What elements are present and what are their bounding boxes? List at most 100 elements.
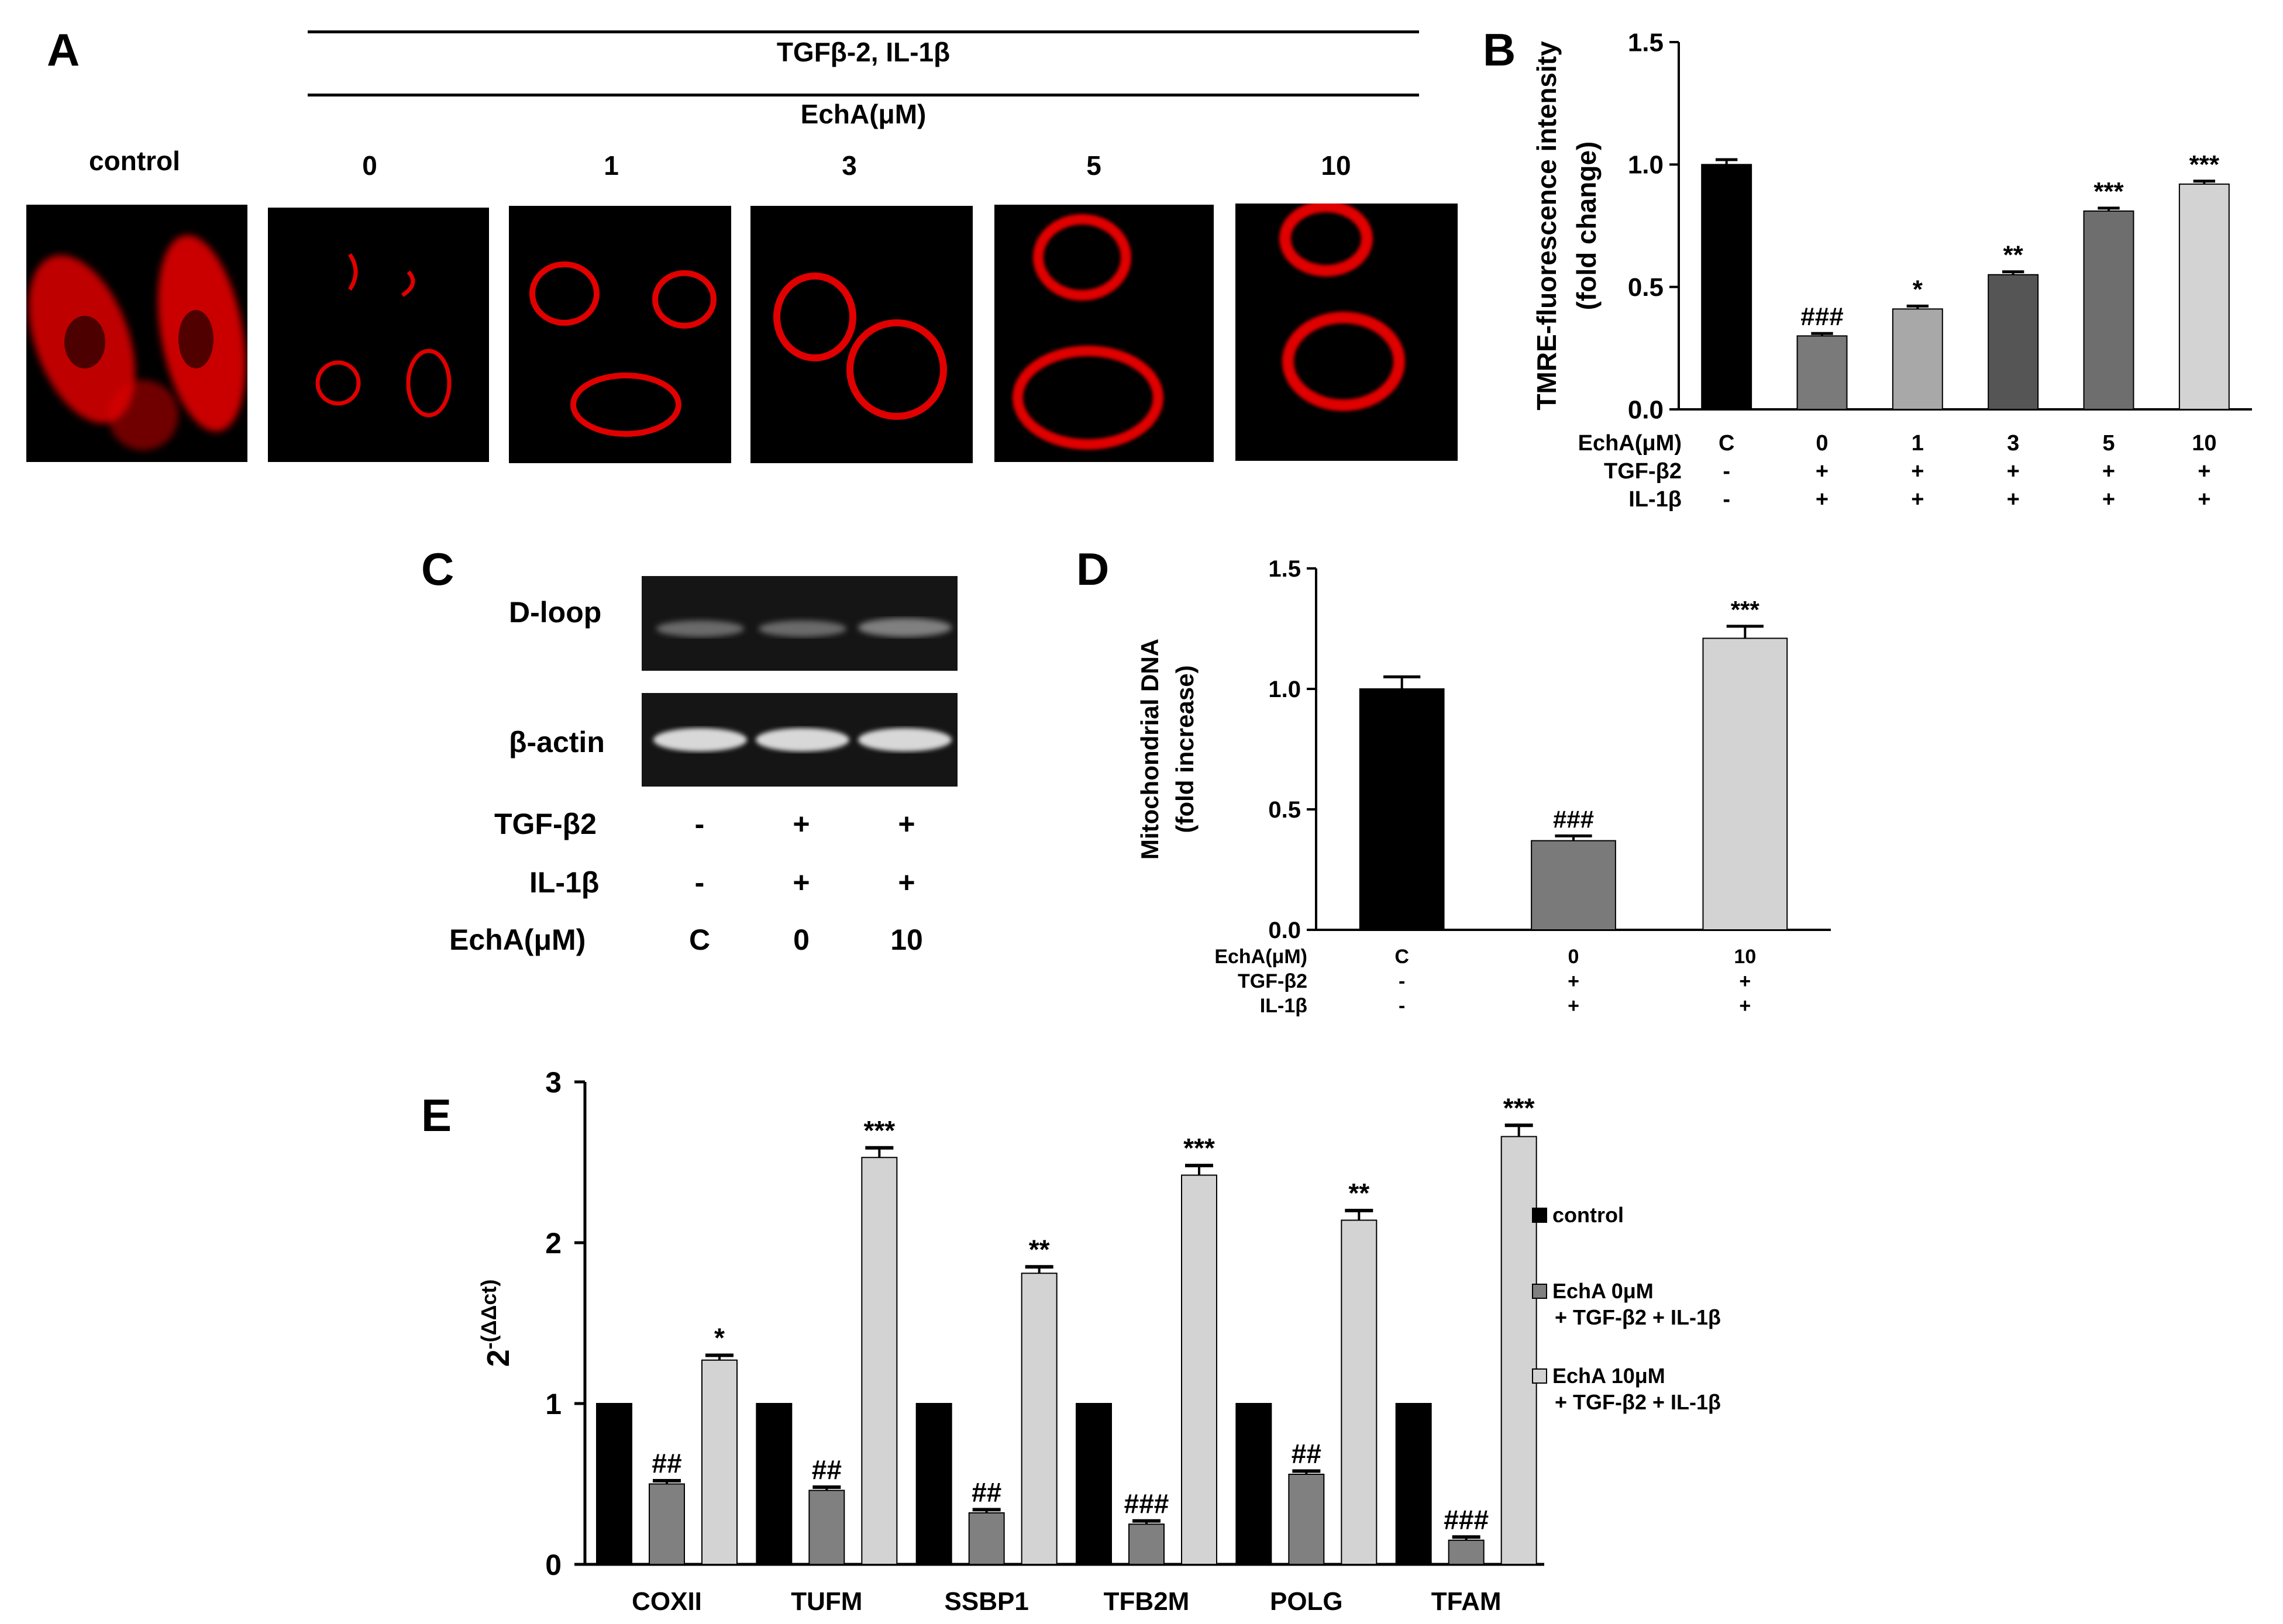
y-tick-label: 2 — [545, 1227, 562, 1260]
micrograph-0uM — [268, 208, 489, 462]
bar — [1702, 637, 1788, 930]
condition-value: + — [1911, 459, 1924, 484]
bar — [2178, 183, 2230, 410]
cond-value: + — [793, 808, 810, 840]
condition-value: 3 — [2007, 431, 2019, 456]
significance-label: *** — [863, 1115, 895, 1146]
bar — [1359, 688, 1445, 930]
bar — [756, 1403, 793, 1565]
condition-value: 5 — [2102, 431, 2115, 456]
gel-image-beta-actin — [642, 693, 958, 787]
y-axis-label: 2-(ΔΔct) — [477, 1280, 516, 1367]
bar — [649, 1483, 685, 1565]
panel-label-a: A — [47, 24, 80, 75]
condition-value: + — [1739, 970, 1751, 992]
condition-value: + — [1816, 487, 1829, 512]
y-tick-label: 1.0 — [1628, 151, 1664, 180]
cond-value: + — [793, 866, 810, 899]
condition-value: + — [2102, 459, 2115, 484]
cond-label-tgf-b2: TGF-β2 — [494, 808, 597, 840]
cond-label-echa: EchA(μM) — [449, 923, 586, 956]
bar — [1500, 1136, 1537, 1565]
condition-value: + — [1911, 487, 1924, 512]
dose-label-3: 3 — [842, 150, 857, 181]
condition-value: + — [2198, 459, 2210, 484]
y-tick-label: 1 — [545, 1388, 562, 1420]
bar — [915, 1403, 952, 1565]
condition-row-label: IL-1β — [1628, 487, 1682, 512]
x-tick-label: COXII — [632, 1587, 702, 1616]
condition-value: 0 — [1816, 431, 1828, 456]
bar — [596, 1403, 632, 1565]
bar — [1395, 1403, 1432, 1565]
control-column-label: control — [89, 146, 180, 176]
dose-header: EchA(μM) — [800, 99, 927, 129]
bar — [1288, 1474, 1325, 1565]
micrograph-3uM — [750, 206, 973, 463]
significance-label: *** — [2093, 177, 2124, 206]
bar — [1531, 840, 1616, 930]
legend-swatch — [1532, 1368, 1547, 1384]
condition-row-label: TGF-β2 — [1238, 970, 1307, 992]
significance-label: ** — [2003, 241, 2024, 270]
dose-label-10: 10 — [1321, 150, 1351, 181]
bar — [1892, 308, 1943, 411]
legend-label: + TGF-β2 + IL-1β — [1555, 1305, 1721, 1329]
cond-label-il-1b: IL-1β — [529, 866, 600, 899]
x-tick-label: TFAM — [1431, 1587, 1502, 1616]
bar — [861, 1157, 898, 1565]
dose-bracket-line — [308, 94, 1419, 96]
bar — [1181, 1174, 1217, 1565]
significance-label: ### — [1553, 805, 1594, 833]
significance-label: *** — [1503, 1092, 1535, 1123]
y-tick-label: 1.0 — [1268, 677, 1301, 702]
dose-label-5: 5 — [1086, 150, 1101, 181]
significance-label: *** — [1183, 1133, 1215, 1163]
bar — [1988, 274, 2039, 410]
significance-label: ## — [972, 1477, 1001, 1508]
significance-label: * — [714, 1323, 725, 1353]
micrograph-1uM — [509, 206, 731, 463]
significance-label: ** — [1029, 1234, 1050, 1264]
cond-value: 0 — [793, 923, 810, 956]
chart-b-tmre-fluorescence: 0.0 0.5 1.0 1.5 C - - ### 0 + + * 1 + + ** 3 + + *** 5 + + *** 1… — [1531, 28, 2252, 512]
y-tick-label: 0.5 — [1268, 797, 1301, 823]
micrograph-10uM — [1235, 204, 1458, 461]
bar — [1796, 335, 1848, 411]
bar — [701, 1359, 738, 1565]
y-tick-label: 0.0 — [1268, 918, 1301, 943]
cond-value: - — [694, 808, 705, 840]
condition-value: 1 — [1912, 431, 1924, 456]
treatment-bracket-line — [308, 30, 1419, 33]
condition-row-label: TGF-β2 — [1604, 459, 1682, 484]
band-label-beta-actin: β-actin — [509, 726, 605, 758]
x-tick-label: TFB2M — [1104, 1587, 1190, 1616]
dose-label-1: 1 — [604, 150, 619, 181]
bar — [1021, 1273, 1058, 1565]
chart-d-mitochondrial-dna: 0.00.51.01.5C--###0++***10++EchA(μM)TGF-… — [1136, 556, 1831, 1017]
legend-label: + TGF-β2 + IL-1β — [1555, 1390, 1721, 1414]
gel-image-d-loop — [642, 576, 958, 671]
chart-e-gene-expression: 0 1 2 3 ## * COXII ## *** TUFM ## ** SSBP1 ### *** TFB2… — [477, 1066, 1721, 1616]
legend-label: EchA 10μM — [1552, 1364, 1665, 1388]
condition-row-label: EchA(μM) — [1578, 431, 1682, 456]
cond-value: + — [898, 808, 915, 840]
significance-label: *** — [1731, 596, 1760, 623]
treatment-header: TGFβ-2, IL-1β — [776, 37, 951, 67]
significance-label: *** — [2189, 150, 2220, 179]
condition-value: 10 — [1734, 946, 1756, 968]
condition-value: + — [2102, 487, 2115, 512]
bar — [1701, 164, 1752, 410]
y-tick-label: 0.5 — [1628, 273, 1664, 302]
cond-value: - — [694, 866, 705, 899]
bar — [1341, 1219, 1378, 1565]
significance-label: ### — [1124, 1488, 1169, 1519]
condition-value: - — [1399, 970, 1405, 992]
bar — [968, 1512, 1005, 1565]
condition-value: C — [1719, 431, 1734, 456]
panel-label-b: B — [1483, 24, 1516, 75]
bar — [808, 1489, 845, 1565]
legend-swatch — [1532, 1208, 1547, 1223]
cond-value: + — [898, 866, 915, 899]
significance-label: ## — [652, 1448, 681, 1478]
